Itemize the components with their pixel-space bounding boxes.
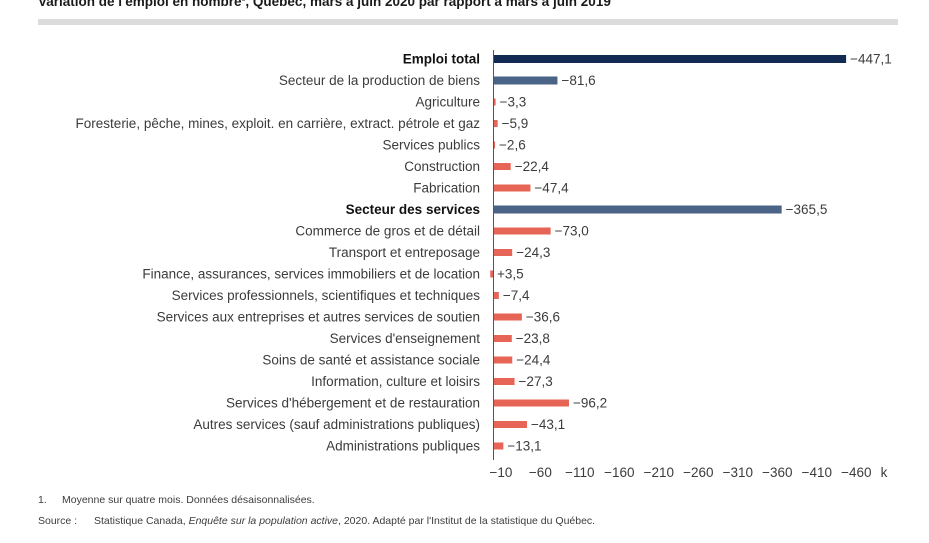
data-label: −13,1 [507, 439, 541, 454]
data-label: −23,8 [516, 331, 550, 346]
data-label: −36,6 [526, 310, 560, 325]
bar [493, 76, 558, 85]
category-label: Secteur de la production de biens [279, 73, 480, 88]
x-tick-label: −410 [802, 465, 832, 480]
bar [493, 399, 569, 407]
bar [493, 205, 782, 214]
data-label: −22,4 [515, 159, 550, 174]
bar [493, 249, 513, 256]
bar [493, 227, 551, 235]
category-label: Emploi total [403, 52, 480, 67]
footnote-number: 1. [38, 494, 47, 506]
bar [493, 163, 511, 170]
category-label: Administrations publiques [326, 439, 480, 454]
data-label: +3,5 [497, 267, 524, 282]
bar [493, 120, 498, 127]
bar [493, 141, 496, 149]
data-label: −447,1 [850, 52, 892, 67]
x-tick-label: −60 [529, 465, 552, 480]
bar [490, 270, 493, 278]
category-label: Finance, assurances, services immobilier… [142, 267, 480, 282]
category-label: Services d'enseignement [330, 331, 481, 346]
category-label: Transport et entreposage [329, 245, 480, 260]
category-label: Services aux entreprises et autres servi… [157, 310, 480, 325]
chart-title-text: Variation de l'emploi en nombre [38, 0, 242, 9]
bar [493, 292, 499, 299]
x-axis-unit: k [881, 465, 888, 480]
data-label: −27,3 [519, 374, 553, 389]
footnote: 1. Moyenne sur quatre mois. Données désai… [38, 494, 315, 506]
data-label: −7,4 [503, 288, 530, 303]
source-publication: Enquête sur la population active [188, 515, 338, 527]
category-label: Information, culture et loisirs [311, 374, 480, 389]
data-label: −73,0 [555, 224, 589, 239]
category-label: Agriculture [415, 95, 480, 110]
category-label: Commerce de gros et de détail [295, 224, 480, 239]
category-label: Foresterie, pêche, mines, exploit. en ca… [76, 116, 481, 131]
data-label: −96,2 [573, 396, 607, 411]
category-label: Services d'hébergement et de restauratio… [226, 396, 480, 411]
category-label: Autres services (sauf administrations pu… [193, 417, 480, 432]
x-tick-label: −310 [723, 465, 753, 480]
x-tick-label: −460 [841, 465, 871, 480]
chart-title-text-rest: , Québec, mars à juin 2020 par rapport à… [245, 0, 611, 9]
bar [493, 184, 531, 192]
x-tick-label: −210 [644, 465, 674, 480]
x-tick-label: −260 [683, 465, 713, 480]
title-rule [38, 19, 898, 25]
category-label: Construction [404, 159, 480, 174]
x-tick-label: −110 [565, 465, 594, 480]
footnote-text: Moyenne sur quatre mois. Données désaiso… [62, 494, 315, 506]
bar [493, 356, 513, 364]
bar [493, 421, 528, 428]
source-text: Statistique Canada, [94, 515, 189, 527]
data-label: −47,4 [534, 181, 569, 196]
data-label: −2,6 [499, 138, 526, 153]
x-tick-label: −160 [604, 465, 634, 480]
source-note: Source : Statistique Canada, Enquête sur … [38, 515, 595, 527]
x-tick-label: −10 [489, 465, 512, 480]
category-label: Services professionnels, scientifiques e… [172, 288, 481, 303]
chart-title: Variation de l'emploi en nombre1, Québec… [38, 0, 611, 9]
bar [493, 335, 512, 342]
source-label: Source : [38, 515, 78, 527]
bar [493, 98, 496, 106]
data-label: −24,3 [516, 245, 550, 260]
data-label: −43,1 [531, 417, 565, 432]
category-label: Soins de santé et assistance sociale [262, 353, 480, 368]
bar [493, 442, 504, 450]
data-label: −5,9 [502, 116, 529, 131]
chart-title-footnote-mark: 1 [242, 0, 246, 3]
bar [493, 55, 847, 63]
source-text-end: , 2020. Adapté par l'Institut de la stat… [338, 515, 596, 527]
data-label: −81,6 [561, 73, 595, 88]
data-label: −365,5 [786, 202, 828, 217]
bar [493, 378, 515, 385]
category-label: Fabrication [413, 181, 480, 196]
x-tick-label: −360 [762, 465, 792, 480]
category-label: Services publics [382, 138, 480, 153]
bar-chart: Emploi total −447,1 Secteur de la producti… [76, 50, 892, 480]
bar [493, 313, 522, 321]
data-label: −24,4 [516, 353, 551, 368]
category-label: Secteur des services [346, 202, 480, 217]
data-label: −3,3 [500, 95, 527, 110]
